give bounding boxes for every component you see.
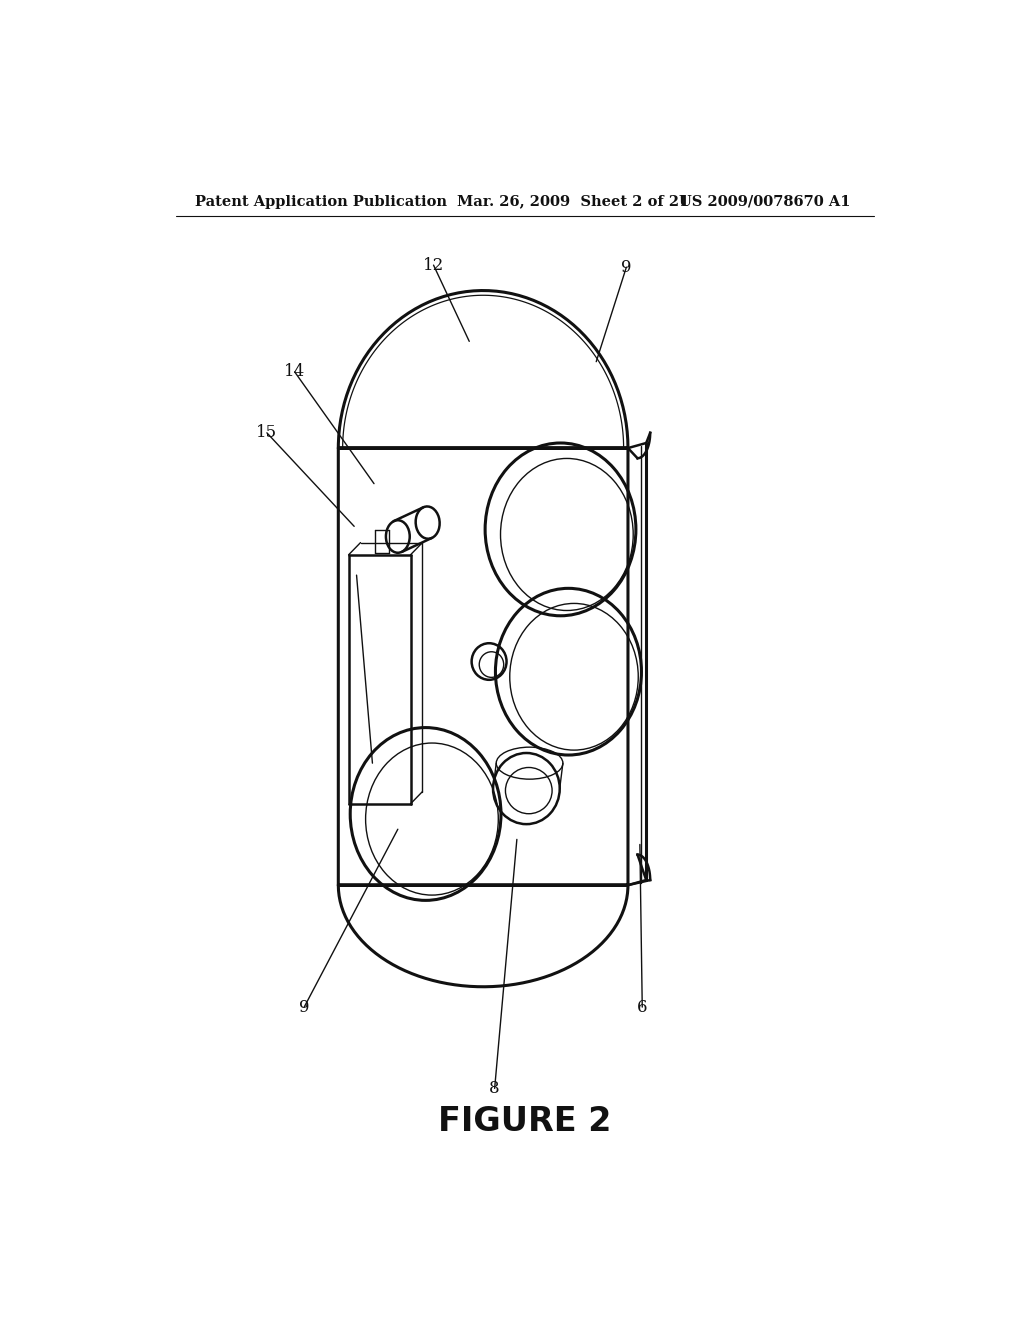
Text: 9: 9 bbox=[299, 999, 309, 1015]
Text: 8: 8 bbox=[489, 1080, 500, 1097]
Text: 14: 14 bbox=[284, 363, 305, 380]
Text: Patent Application Publication: Patent Application Publication bbox=[196, 194, 447, 209]
Text: 6: 6 bbox=[637, 999, 647, 1015]
Text: US 2009/0078670 A1: US 2009/0078670 A1 bbox=[679, 194, 850, 209]
Text: Mar. 26, 2009  Sheet 2 of 21: Mar. 26, 2009 Sheet 2 of 21 bbox=[458, 194, 690, 209]
Text: 9: 9 bbox=[622, 259, 632, 276]
Text: FIGURE 2: FIGURE 2 bbox=[438, 1105, 611, 1138]
Text: 15: 15 bbox=[256, 424, 278, 441]
Text: 12: 12 bbox=[423, 256, 444, 273]
